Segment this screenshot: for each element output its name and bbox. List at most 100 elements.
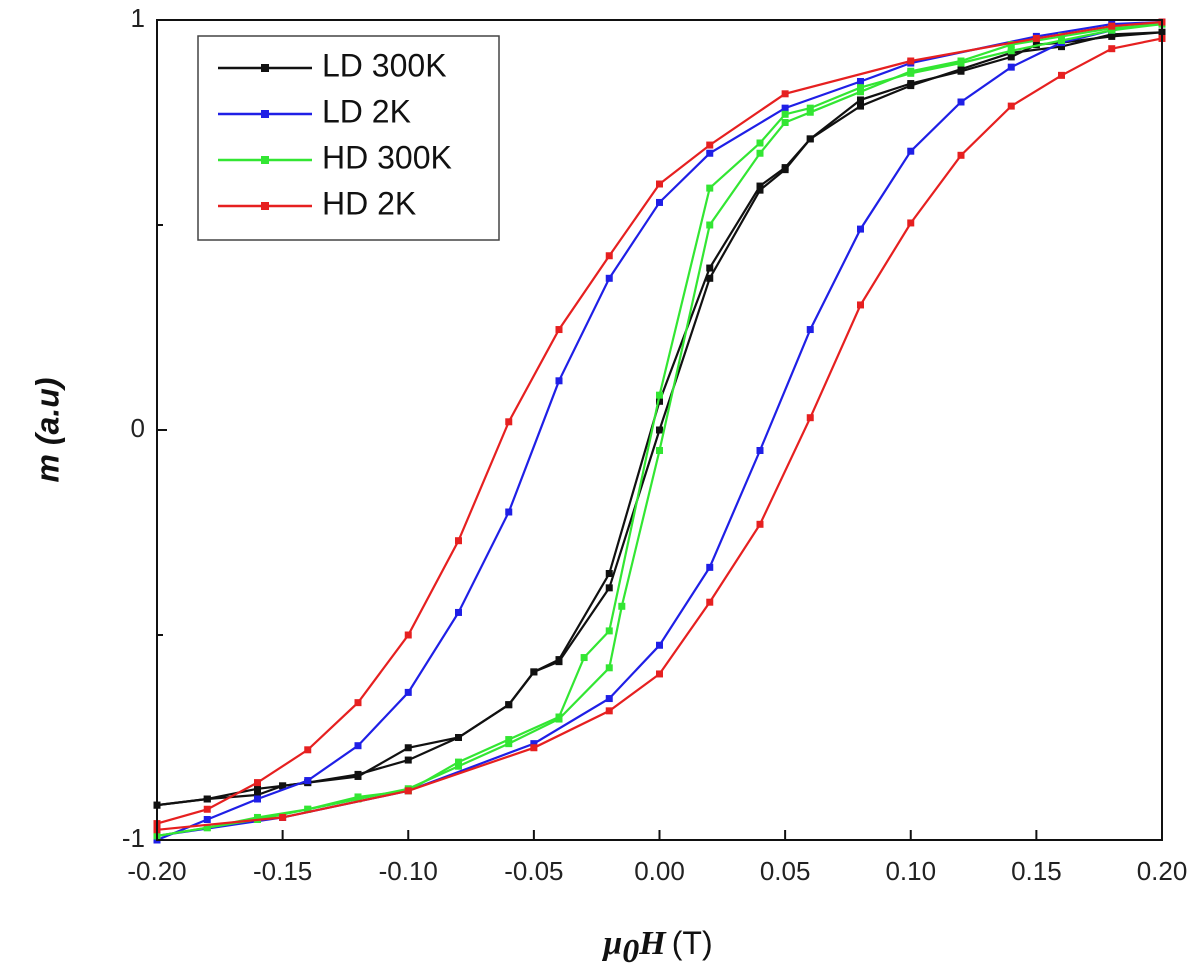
data-point [857, 84, 864, 92]
data-point [656, 397, 663, 405]
data-point [605, 274, 613, 282]
data-point [455, 537, 462, 545]
legend-entry: LD 300K [218, 47, 447, 83]
x-axis-label: μ0H (T) [601, 925, 712, 970]
data-point [756, 447, 764, 454]
data-point [1032, 34, 1040, 42]
data-point [857, 96, 864, 104]
data-point [907, 57, 915, 65]
data-point [656, 198, 663, 206]
series-line-ascending [156, 20, 1163, 842]
data-point [404, 744, 412, 752]
data-point [781, 90, 789, 98]
data-point [907, 147, 915, 155]
data-point [656, 670, 663, 678]
data-point [354, 699, 362, 707]
data-point [605, 695, 613, 703]
data-point [781, 104, 789, 112]
data-point [304, 777, 312, 785]
data-point [1007, 63, 1015, 71]
data-point [605, 627, 613, 635]
x-tick-label: -0.10 [379, 856, 438, 886]
data-point [957, 151, 965, 159]
series-layer [153, 18, 1166, 844]
data-point [706, 274, 714, 282]
data-point [806, 135, 814, 143]
data-point [254, 779, 261, 787]
series-line-descending [156, 20, 1163, 837]
x-label-mu: μ [601, 925, 622, 962]
data-point [530, 740, 538, 748]
data-point [404, 756, 412, 764]
data-point [756, 149, 764, 157]
data-point [505, 508, 513, 516]
data-point [907, 69, 915, 77]
data-point [1108, 45, 1116, 53]
x-tick-label: 0.05 [760, 856, 811, 886]
data-point [957, 59, 965, 67]
y-tick-label: 0 [131, 413, 145, 443]
data-point [957, 65, 965, 73]
data-point [404, 631, 412, 639]
data-point [1007, 47, 1015, 55]
legend-marker [261, 64, 269, 72]
data-point [1108, 26, 1116, 34]
data-point [203, 816, 211, 823]
data-point [505, 418, 513, 426]
legend-entry: HD 2K [218, 185, 416, 221]
x-label-subscript: 0 [622, 933, 639, 970]
data-point [857, 88, 864, 96]
data-point [605, 252, 613, 260]
data-point [203, 805, 211, 813]
data-point [1058, 43, 1065, 51]
data-point [1058, 32, 1065, 40]
data-point [706, 598, 714, 606]
x-tick-label: 0.10 [885, 856, 936, 886]
data-point [1058, 37, 1065, 44]
legend-entry: HD 300K [218, 139, 452, 175]
x-tick-label: -0.15 [253, 856, 312, 886]
data-point [279, 782, 287, 790]
data-point [254, 785, 261, 793]
data-point [1007, 41, 1015, 49]
data-point [254, 791, 261, 799]
y-tick-label: -1 [122, 823, 145, 853]
legend-marker [261, 202, 269, 210]
data-point [605, 570, 613, 577]
data-point [706, 141, 714, 149]
legend-label: HD 300K [322, 139, 452, 175]
data-point [605, 664, 613, 672]
series-line-descending [156, 37, 1163, 831]
data-point [1058, 71, 1065, 79]
data-point [806, 414, 814, 422]
legend-marker [261, 156, 269, 164]
ticks-layer: -0.20 -0.15 -0.10 -0.05 0.00 0.05 0.10 0.15 0.20… [122, 3, 1187, 886]
data-point [1007, 53, 1015, 61]
data-point [781, 166, 789, 174]
data-point [505, 736, 513, 744]
data-point [857, 225, 864, 233]
data-point [580, 654, 588, 662]
data-point [706, 184, 714, 192]
data-point [530, 668, 538, 676]
data-point [957, 98, 965, 106]
legend-entry: LD 2K [218, 93, 411, 129]
data-point [656, 447, 663, 454]
data-point [605, 707, 613, 715]
data-point [806, 326, 814, 334]
data-point [656, 180, 663, 188]
data-point [304, 746, 312, 754]
x-tick-label: -0.05 [504, 856, 563, 886]
data-point [203, 795, 211, 803]
data-point [857, 102, 864, 110]
data-point [354, 793, 362, 801]
x-tick-label: -0.20 [127, 856, 186, 886]
data-point [354, 742, 362, 750]
series-hd-300k [153, 20, 1166, 840]
data-point [656, 641, 663, 649]
data-point [706, 221, 714, 229]
data-point [555, 326, 563, 334]
data-point [555, 713, 563, 721]
data-point [203, 824, 211, 832]
